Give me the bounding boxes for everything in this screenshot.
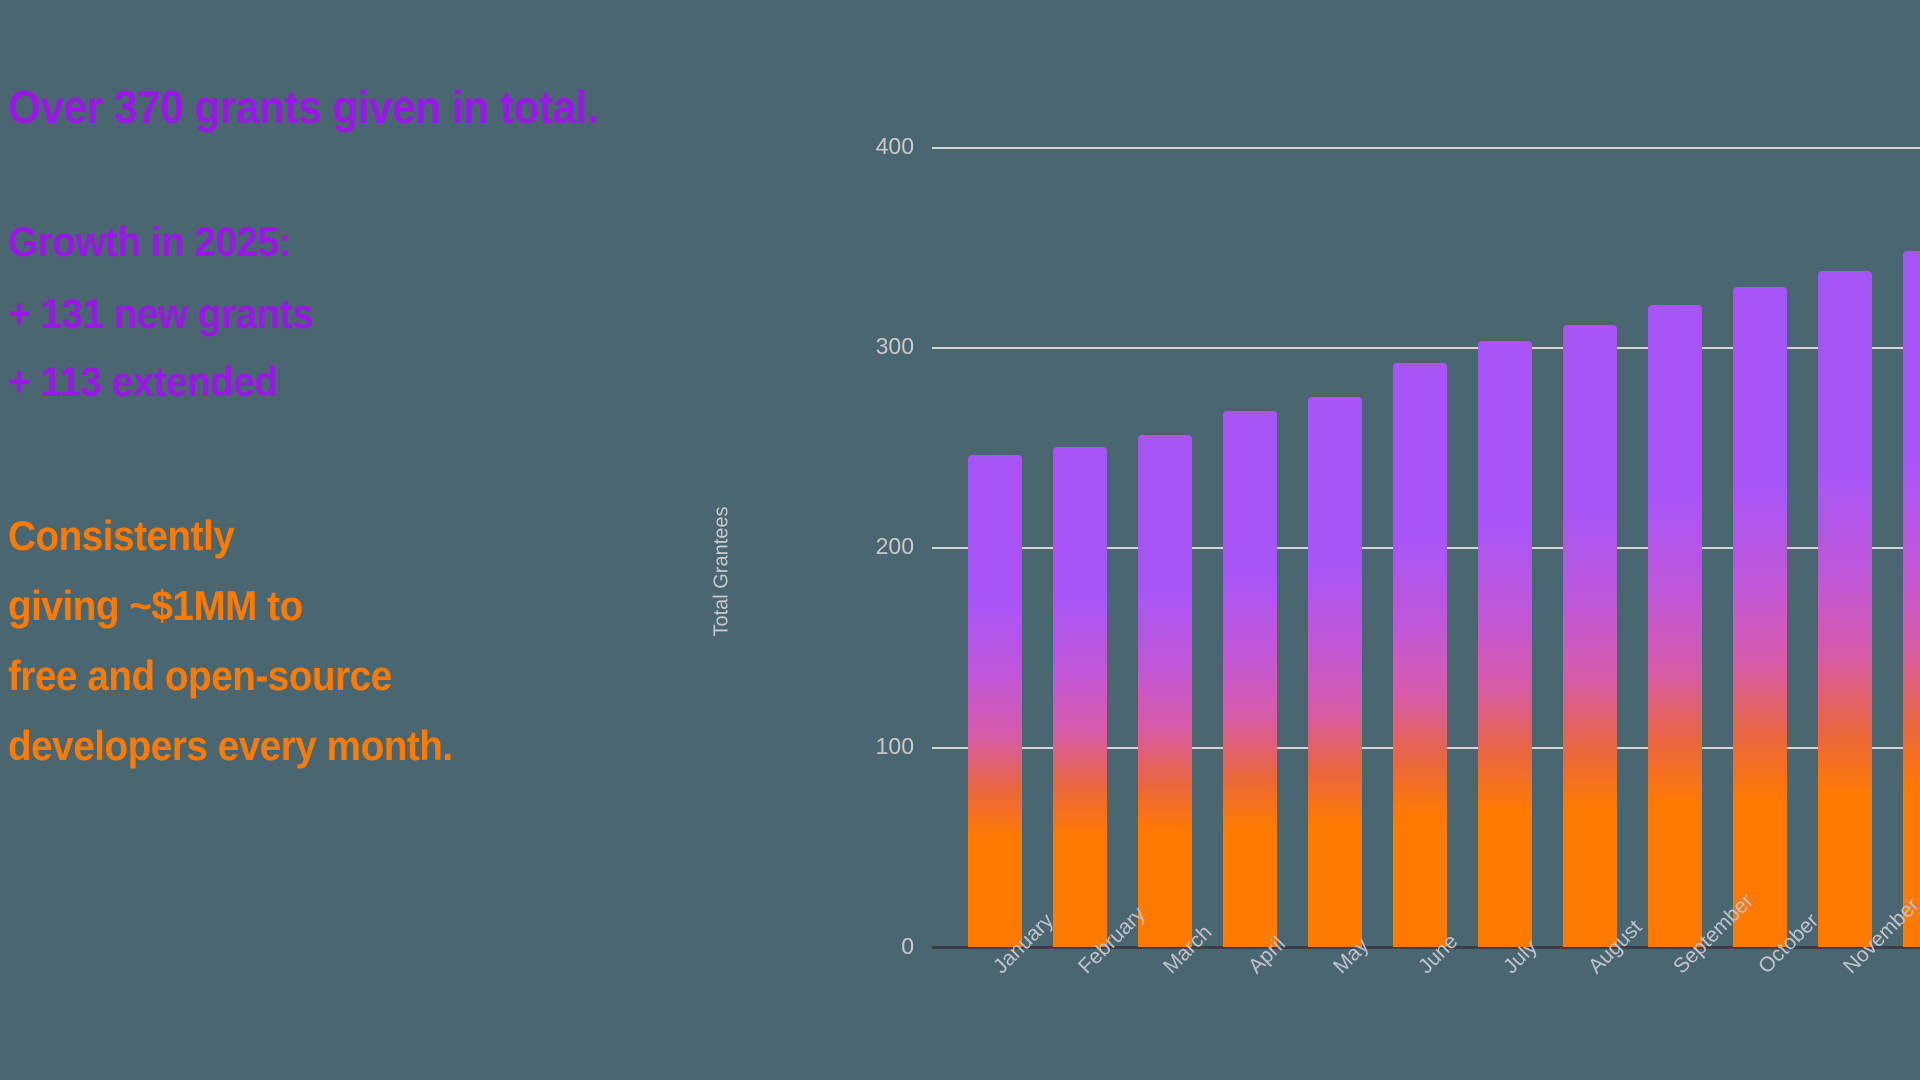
bar[interactable]	[1818, 271, 1872, 947]
callout-consistency-line3: free and open-source	[8, 652, 392, 699]
bar[interactable]	[1223, 411, 1277, 947]
bar[interactable]	[968, 455, 1022, 947]
y-tick-label: 0	[901, 933, 914, 959]
bar-chart: Total Grantees 0 100 200 300 400 January Febr…	[711, 0, 1920, 1080]
callout-consistency-line4: developers every month.	[8, 722, 453, 769]
bar[interactable]	[1053, 447, 1107, 947]
y-tick-label: 100	[875, 733, 914, 759]
bar[interactable]	[1393, 363, 1447, 947]
bar[interactable]	[1478, 341, 1532, 947]
y-tick-label: 400	[875, 133, 914, 159]
y-tick-label: 200	[875, 533, 914, 559]
callout-consistency-line2: giving ~$1MM to	[8, 582, 303, 629]
callout-total-grants: Over 370 grants given in total.	[8, 81, 599, 133]
bar[interactable]	[1138, 435, 1192, 947]
bar[interactable]	[1648, 305, 1702, 947]
callout-extended-grants: + 113 extended	[8, 358, 278, 405]
callout-growth-heading: Growth in 2025:	[8, 218, 291, 265]
bar[interactable]	[1563, 325, 1617, 947]
y-tick-label: 300	[875, 333, 914, 359]
bar[interactable]	[1903, 251, 1920, 947]
callout-text-panel: Over 370 grants given in total. Growth i…	[0, 0, 700, 1080]
gridline	[932, 147, 1920, 149]
y-axis-title: Total Grantees	[710, 506, 733, 637]
bar[interactable]	[1733, 287, 1787, 947]
bar[interactable]	[1308, 397, 1362, 947]
callout-consistency-line1: Consistently	[8, 512, 235, 559]
gridline	[932, 347, 1920, 349]
plot-area: Total Grantees 0 100 200 300 400 January Febr…	[711, 0, 1920, 1080]
callout-new-grants: + 131 new grants	[8, 290, 314, 337]
x-axis-line	[932, 946, 1920, 949]
